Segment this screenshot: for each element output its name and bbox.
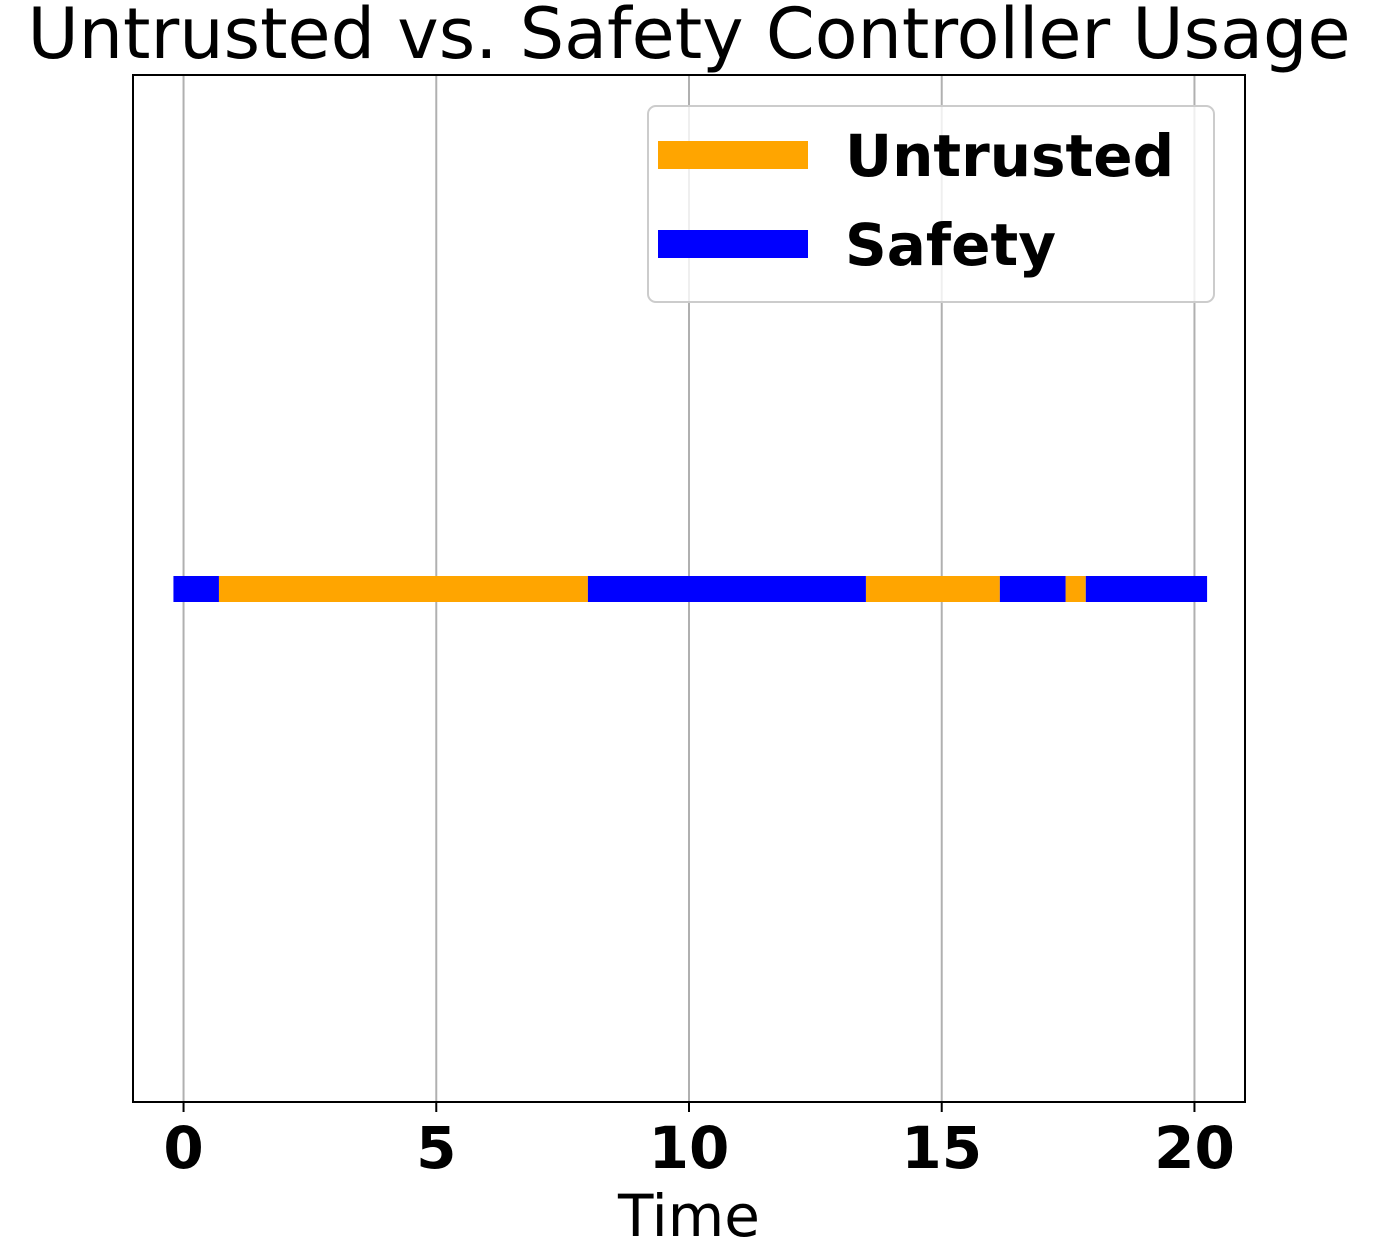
legend-label-untrusted: Untrusted (845, 122, 1174, 190)
bar-segment-safety (587, 576, 866, 602)
chart-title: Untrusted vs. Safety Controller Usage (27, 0, 1350, 75)
x-tick-label: 15 (901, 1114, 982, 1182)
bar-segment-safety (999, 576, 1066, 602)
legend: Untrusted Safety (647, 105, 1215, 303)
bar-segment-untrusted (1065, 576, 1086, 602)
x-tick-label: 10 (649, 1114, 730, 1182)
timeline-bars (173, 576, 1208, 602)
x-tick-label: 0 (163, 1114, 203, 1182)
legend-swatch-untrusted (658, 141, 808, 169)
bar-segment-safety (173, 576, 219, 602)
legend-swatch-safety (658, 230, 808, 258)
x-axis-ticks: 0 5 10 15 20 (163, 1102, 1235, 1182)
bar-segment-safety (1085, 576, 1208, 602)
x-tick-label: 20 (1154, 1114, 1235, 1182)
bar-segment-untrusted (865, 576, 1000, 602)
x-tick-label: 5 (416, 1114, 456, 1182)
x-axis-label: Time (617, 1182, 760, 1240)
bar-segment-untrusted (218, 576, 588, 602)
legend-label-safety: Safety (845, 211, 1056, 279)
